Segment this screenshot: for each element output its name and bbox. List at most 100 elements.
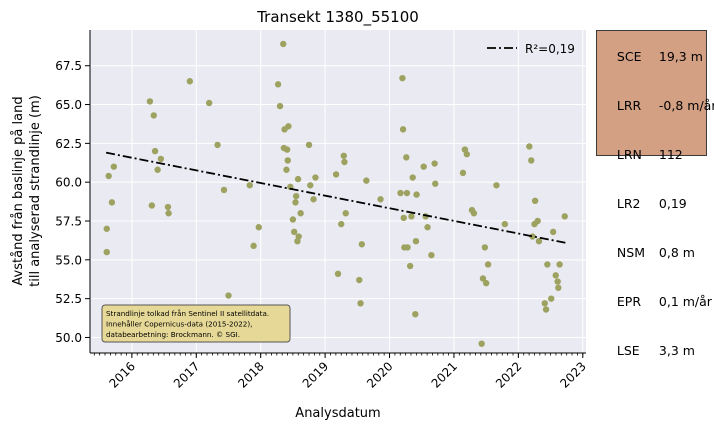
source-note-line3: databearbetning: Brockmann. © SGI.	[106, 330, 240, 339]
data-point	[377, 196, 384, 203]
stat-value: 0,1 m/år	[658, 293, 712, 309]
data-point	[363, 177, 370, 184]
y-tick-label: 65.0	[55, 98, 82, 112]
stat-value: 0,8 m	[658, 244, 695, 260]
y-axis: 50.0 52.5 55.0 57.5 60.0 62.5 65.0 67.5	[55, 30, 91, 353]
data-point	[292, 199, 299, 206]
data-point	[484, 261, 492, 268]
y-tick-label: 50.0	[55, 331, 82, 345]
stat-key: SCE	[616, 49, 642, 65]
data-point	[103, 248, 110, 256]
data-point	[412, 310, 419, 318]
plot-area	[90, 30, 586, 353]
x-tick-label: 2019	[300, 359, 331, 390]
data-point	[283, 166, 290, 173]
data-point	[289, 216, 297, 223]
data-point	[542, 306, 550, 313]
data-point	[108, 199, 116, 206]
data-point	[305, 141, 313, 149]
data-point	[340, 152, 347, 159]
source-note-box	[101, 304, 291, 343]
stat-value: 112	[658, 147, 683, 163]
stat-row-epr: EPR 0,1 m/år	[601, 277, 712, 326]
data-point	[165, 210, 172, 217]
data-point	[338, 220, 345, 228]
data-point	[157, 155, 165, 163]
data-point	[463, 151, 471, 158]
data-point	[154, 166, 161, 173]
data-point	[404, 244, 411, 251]
legend-label: R²=0,19	[525, 42, 575, 56]
data-point	[481, 244, 489, 251]
data-point	[146, 98, 154, 105]
data-point	[531, 197, 539, 205]
data-point	[493, 182, 500, 189]
stat-value: -0,8 m/år	[658, 98, 714, 114]
data-point	[541, 300, 548, 307]
stat-key: EPR	[616, 293, 642, 309]
data-point	[250, 242, 257, 250]
data-point	[357, 300, 364, 307]
data-point	[549, 228, 557, 236]
data-point	[554, 278, 561, 285]
stat-key: LR2	[616, 195, 641, 211]
data-points	[103, 40, 568, 347]
data-point	[501, 220, 509, 228]
data-point	[432, 180, 439, 187]
stat-key: LRN	[616, 147, 642, 163]
y-axis-label-line2: till analyserad strandlinje (m)	[28, 95, 43, 287]
y-tick-label: 67.5	[55, 59, 82, 73]
data-point	[409, 174, 416, 181]
data-point	[283, 146, 291, 153]
data-point	[342, 210, 349, 217]
data-point	[164, 203, 172, 211]
stat-row-nsm: NSM 0,8 m	[601, 229, 702, 278]
stat-row-lr2: LR2 0,19	[601, 180, 702, 229]
data-point	[399, 126, 407, 133]
stat-row-lrr: LRR -0,8 m/år	[601, 82, 714, 131]
legend: R²=0,19	[487, 42, 575, 56]
data-point	[110, 163, 118, 170]
data-point	[526, 143, 533, 150]
data-point	[148, 202, 156, 209]
stat-key: LRR	[616, 98, 642, 114]
data-point	[478, 340, 485, 347]
data-point	[312, 174, 319, 181]
data-point	[548, 295, 555, 302]
data-point	[400, 214, 407, 222]
data-point	[544, 261, 551, 268]
data-point	[103, 225, 110, 232]
data-point	[290, 228, 298, 236]
stat-value: 0,19	[658, 195, 687, 211]
data-point	[424, 224, 431, 231]
x-tick-label: 2018	[235, 359, 266, 390]
stat-row-lrn: LRN 112	[601, 131, 702, 180]
data-point	[412, 237, 420, 245]
y-tick-label: 62.5	[55, 137, 82, 151]
data-point	[358, 241, 366, 248]
statistics-box: SCE 19,3 m LRR -0,8 m/år LRN 112 LR2 0,19 NS…	[596, 30, 714, 358]
data-point	[246, 182, 253, 189]
data-point	[413, 191, 420, 198]
data-point	[534, 217, 541, 225]
stat-key: NSM	[616, 244, 645, 260]
x-tick-label: 2020	[364, 359, 395, 390]
data-point	[274, 81, 282, 88]
data-point	[334, 270, 342, 278]
stat-row-sce: SCE 19,3 m	[601, 33, 703, 82]
data-point	[284, 157, 291, 164]
data-point	[552, 272, 559, 279]
data-point	[399, 74, 406, 82]
data-point	[292, 192, 300, 200]
x-tick-label: 2022	[493, 359, 524, 390]
data-point	[214, 141, 221, 149]
data-point	[459, 169, 467, 177]
chart-title: Transekt 1380_55100	[256, 8, 419, 27]
y-axis-label-line1: Avstånd från baslinje på land	[11, 96, 26, 285]
data-point	[255, 224, 262, 231]
data-point	[479, 275, 487, 282]
data-point	[529, 233, 536, 240]
data-point	[406, 262, 414, 270]
x-tick-label: 2023	[557, 359, 588, 390]
